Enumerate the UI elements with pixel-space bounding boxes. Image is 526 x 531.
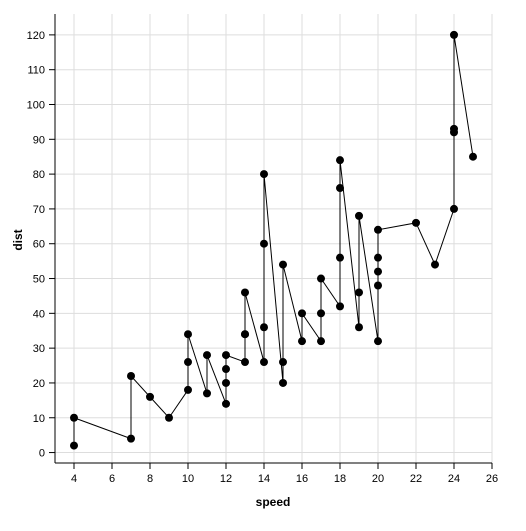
y-tick-label: 110 xyxy=(27,65,45,77)
data-point xyxy=(336,184,344,193)
x-tick-label: 6 xyxy=(109,473,115,485)
data-point xyxy=(241,288,249,297)
x-tick-label: 22 xyxy=(410,473,422,485)
data-point xyxy=(298,337,306,346)
y-tick-label: 40 xyxy=(33,308,45,320)
x-tick-label: 26 xyxy=(486,473,498,485)
y-tick-label: 20 xyxy=(33,378,45,390)
y-tick-label: 70 xyxy=(33,204,45,216)
data-point xyxy=(336,253,344,262)
x-tick-label: 14 xyxy=(258,473,270,485)
data-point xyxy=(317,274,325,283)
data-point xyxy=(279,358,287,367)
y-tick-label: 120 xyxy=(27,30,45,42)
grid-layer xyxy=(55,14,493,463)
x-tick-label: 12 xyxy=(220,473,232,485)
data-point xyxy=(450,124,458,133)
series-layer xyxy=(70,30,477,450)
data-point xyxy=(203,389,211,398)
data-point xyxy=(127,434,135,443)
data-point xyxy=(374,253,382,262)
data-point xyxy=(317,337,325,346)
data-point xyxy=(70,413,78,422)
data-point xyxy=(355,211,363,220)
data-point xyxy=(165,413,173,422)
data-point xyxy=(127,371,135,380)
data-point xyxy=(469,152,477,161)
data-point xyxy=(374,225,382,234)
data-point xyxy=(146,392,154,401)
y-tick-label: 80 xyxy=(33,169,45,181)
y-axis-title: dist xyxy=(11,229,25,250)
data-point xyxy=(317,309,325,318)
data-point xyxy=(70,441,78,450)
data-point xyxy=(203,351,211,360)
data-point xyxy=(241,330,249,339)
y-tick-label: 10 xyxy=(33,413,45,425)
data-point xyxy=(336,302,344,311)
data-point xyxy=(374,267,382,276)
data-point xyxy=(412,218,420,227)
data-point xyxy=(184,385,192,394)
data-point xyxy=(374,281,382,290)
data-point xyxy=(431,260,439,269)
data-point xyxy=(336,156,344,165)
data-point xyxy=(355,323,363,332)
data-point xyxy=(260,358,268,367)
data-point xyxy=(241,358,249,367)
x-tick-label: 4 xyxy=(71,473,77,485)
series-line xyxy=(73,34,474,446)
x-tick-label: 24 xyxy=(448,473,460,485)
data-point xyxy=(184,358,192,367)
data-point xyxy=(279,260,287,269)
data-point xyxy=(450,30,458,39)
y-tick-label: 100 xyxy=(27,99,45,111)
data-point xyxy=(279,378,287,387)
x-tick-label: 8 xyxy=(147,473,153,485)
data-point xyxy=(450,204,458,213)
axis-layer: 4 6 8 10 12 14 16 18 20 22 24 26 0 10 20 30 40 50 60 70 80 90… xyxy=(27,14,498,485)
data-point xyxy=(184,330,192,339)
x-tick-label: 16 xyxy=(296,473,308,485)
data-point xyxy=(298,309,306,318)
x-axis-title: speed xyxy=(256,495,291,509)
data-point xyxy=(260,170,268,179)
data-point xyxy=(222,399,230,408)
data-point xyxy=(222,365,230,374)
data-point xyxy=(355,288,363,297)
y-tick-label: 50 xyxy=(33,274,45,286)
y-tick-label: 30 xyxy=(33,343,45,355)
x-tick-label: 20 xyxy=(372,473,384,485)
data-point xyxy=(260,323,268,332)
data-point xyxy=(374,337,382,346)
data-point xyxy=(260,239,268,248)
y-tick-label: 0 xyxy=(39,448,45,460)
x-tick-label: 18 xyxy=(334,473,346,485)
data-point xyxy=(222,351,230,360)
x-tick-label: 10 xyxy=(182,473,194,485)
y-tick-label: 90 xyxy=(33,134,45,146)
y-tick-label: 60 xyxy=(33,239,45,251)
data-point xyxy=(222,378,230,387)
